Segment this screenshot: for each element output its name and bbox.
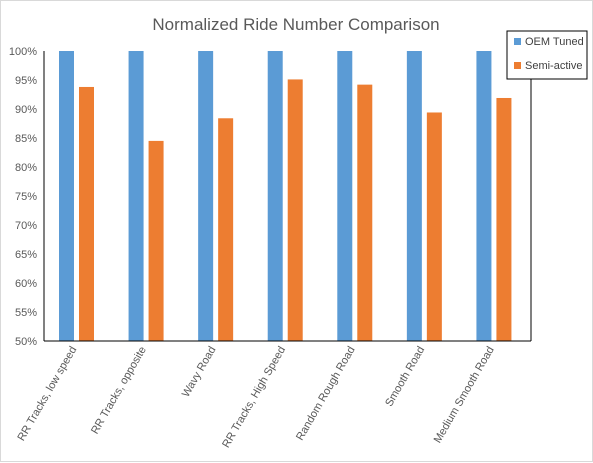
y-tick-label: 75% [15, 191, 37, 203]
x-category-label: Smooth Road [383, 345, 427, 409]
y-tick-label: 50% [15, 336, 37, 348]
legend-swatch [514, 62, 521, 69]
y-tick-label: 60% [15, 278, 37, 290]
x-category-label: RR Tracks, opposite [89, 345, 149, 437]
y-tick-label: 95% [15, 75, 37, 87]
x-category-label: Random Rough Road [294, 345, 358, 443]
x-category-label: Wavy Road [180, 345, 219, 400]
bar-semi-active [287, 79, 303, 342]
y-tick-label: 80% [15, 162, 37, 174]
x-category-label: RR Tracks, High Speed [220, 345, 288, 451]
bar-semi-active [496, 97, 512, 341]
y-tick-label: 55% [15, 307, 37, 319]
y-tick-label: 90% [15, 104, 37, 116]
x-category-label: Medium Smooth Road [432, 345, 497, 446]
bar-oem-tuned [128, 51, 144, 341]
y-tick-label: 85% [15, 133, 37, 145]
bar-semi-active [426, 112, 442, 341]
bar-oem-tuned [267, 51, 283, 341]
bar-oem-tuned [476, 51, 492, 341]
y-tick-label: 100% [9, 46, 37, 58]
bar-semi-active [357, 84, 373, 341]
legend-label: Semi-active [525, 60, 582, 72]
legend-label: OEM Tuned [525, 36, 584, 48]
bar-oem-tuned [198, 51, 214, 341]
y-tick-label: 70% [15, 220, 37, 232]
bar-oem-tuned [59, 51, 74, 341]
legend-swatch [514, 38, 521, 45]
bars-group [59, 51, 512, 342]
chart-title: Normalized Ride Number Comparison [152, 15, 439, 34]
x-category-label: RR Tracks, low speed [15, 345, 79, 444]
bar-oem-tuned [337, 51, 353, 341]
axes [43, 51, 532, 342]
bar-semi-active [148, 140, 164, 341]
bar-semi-active [218, 118, 234, 341]
y-tick-label: 65% [15, 249, 37, 261]
bar-semi-active [79, 86, 94, 342]
bar-oem-tuned [406, 51, 422, 341]
legend: OEM Tuned Semi-active [506, 30, 588, 80]
x-axis-labels: RR Tracks, low speed RR Tracks, opposite W… [15, 345, 496, 451]
y-axis-ticks: 50% 55% 60% 65% 70% 75% 80% 85% 90% 95% 100% [9, 46, 37, 348]
